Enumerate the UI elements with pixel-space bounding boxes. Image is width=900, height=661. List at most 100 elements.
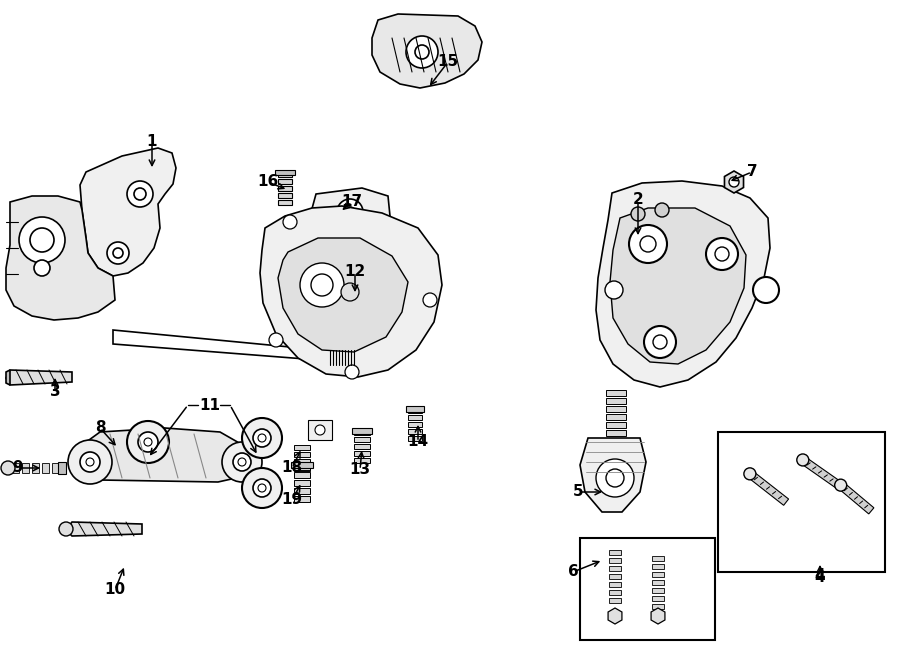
Text: 11: 11: [200, 397, 220, 412]
Circle shape: [415, 45, 429, 59]
Circle shape: [706, 238, 738, 270]
Polygon shape: [609, 598, 621, 603]
Polygon shape: [606, 430, 626, 436]
Circle shape: [68, 440, 112, 484]
Polygon shape: [113, 330, 344, 362]
Circle shape: [258, 484, 266, 492]
Polygon shape: [408, 436, 422, 441]
Circle shape: [253, 479, 271, 497]
Text: 9: 9: [13, 461, 23, 475]
Circle shape: [834, 479, 847, 491]
Polygon shape: [651, 608, 665, 624]
Polygon shape: [609, 582, 621, 587]
Circle shape: [30, 228, 54, 252]
Text: 6: 6: [568, 564, 579, 580]
Polygon shape: [408, 429, 422, 434]
Polygon shape: [294, 496, 310, 502]
Polygon shape: [6, 196, 115, 320]
Text: 8: 8: [94, 420, 105, 436]
Polygon shape: [52, 463, 59, 473]
Polygon shape: [294, 488, 310, 494]
Polygon shape: [747, 471, 788, 505]
Polygon shape: [610, 208, 746, 364]
Polygon shape: [6, 370, 72, 385]
Polygon shape: [606, 390, 626, 396]
Text: 1: 1: [147, 134, 158, 149]
Polygon shape: [294, 480, 310, 486]
Polygon shape: [372, 14, 482, 88]
Polygon shape: [354, 458, 370, 463]
Circle shape: [715, 247, 729, 261]
Circle shape: [233, 453, 251, 471]
Polygon shape: [652, 596, 664, 601]
Polygon shape: [609, 590, 621, 595]
Circle shape: [1, 461, 15, 475]
Polygon shape: [74, 428, 252, 482]
Circle shape: [640, 236, 656, 252]
Circle shape: [644, 326, 676, 358]
Circle shape: [753, 277, 779, 303]
Circle shape: [341, 283, 359, 301]
Circle shape: [222, 442, 262, 482]
Polygon shape: [310, 188, 390, 234]
Polygon shape: [260, 206, 442, 377]
Polygon shape: [22, 463, 29, 473]
Text: 19: 19: [282, 492, 302, 508]
Circle shape: [19, 217, 65, 263]
Circle shape: [127, 421, 169, 463]
Polygon shape: [606, 422, 626, 428]
Text: 3: 3: [50, 385, 60, 399]
Circle shape: [238, 458, 246, 466]
Circle shape: [138, 432, 158, 452]
Polygon shape: [32, 463, 39, 473]
Polygon shape: [652, 580, 664, 585]
Polygon shape: [278, 193, 292, 198]
Circle shape: [406, 36, 438, 68]
Circle shape: [242, 468, 282, 508]
Text: 12: 12: [345, 264, 365, 280]
Circle shape: [796, 454, 809, 466]
Circle shape: [300, 263, 344, 307]
Circle shape: [127, 181, 153, 207]
Polygon shape: [606, 414, 626, 420]
Text: 4: 4: [814, 568, 825, 582]
Polygon shape: [294, 472, 310, 478]
Polygon shape: [12, 463, 19, 473]
Polygon shape: [278, 200, 292, 205]
Circle shape: [631, 207, 645, 221]
Polygon shape: [58, 462, 66, 474]
Polygon shape: [580, 438, 646, 512]
Circle shape: [283, 215, 297, 229]
Polygon shape: [652, 604, 664, 609]
Text: 4: 4: [814, 570, 825, 586]
Polygon shape: [291, 462, 313, 468]
Circle shape: [629, 225, 667, 263]
Circle shape: [605, 281, 623, 299]
Polygon shape: [294, 466, 310, 471]
Polygon shape: [278, 186, 292, 191]
Polygon shape: [596, 181, 770, 387]
Polygon shape: [294, 459, 310, 464]
Polygon shape: [652, 572, 664, 577]
Polygon shape: [354, 451, 370, 456]
Circle shape: [423, 293, 437, 307]
Text: 15: 15: [437, 54, 459, 69]
Text: 17: 17: [341, 194, 363, 210]
Circle shape: [59, 522, 73, 536]
Circle shape: [134, 188, 146, 200]
Polygon shape: [294, 464, 310, 470]
Circle shape: [729, 177, 739, 187]
Circle shape: [345, 365, 359, 379]
Polygon shape: [609, 558, 621, 563]
Bar: [580, 538, 715, 640]
Polygon shape: [609, 566, 621, 571]
Circle shape: [269, 333, 283, 347]
Text: 13: 13: [349, 463, 371, 477]
Circle shape: [606, 469, 624, 487]
Polygon shape: [408, 422, 422, 427]
Polygon shape: [609, 550, 621, 555]
Polygon shape: [6, 370, 10, 385]
Text: 14: 14: [408, 434, 428, 449]
Circle shape: [655, 203, 669, 217]
Polygon shape: [294, 445, 310, 450]
